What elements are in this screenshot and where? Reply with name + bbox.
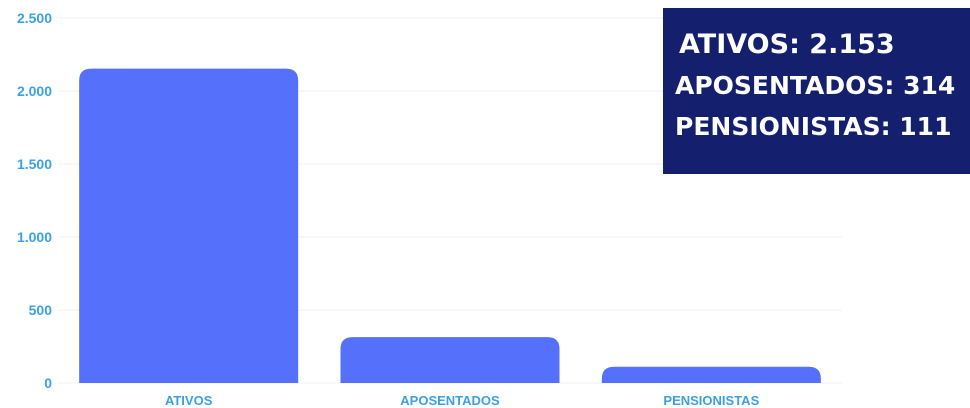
x-axis-ticks: ATIVOS APOSENTADOS PENSIONISTAS xyxy=(165,393,760,408)
x-tick-label: PENSIONISTAS xyxy=(663,393,759,408)
x-tick-label: ATIVOS xyxy=(165,393,213,408)
bars xyxy=(79,68,821,384)
y-tick-label: 2.500 xyxy=(17,10,52,26)
summary-ativos: ATIVOS: 2.153 xyxy=(679,29,895,60)
bar-ativos xyxy=(79,68,299,384)
y-tick-label: 500 xyxy=(29,302,53,318)
y-tick-label: 0 xyxy=(44,375,52,391)
y-tick-label: 1.500 xyxy=(17,156,52,172)
y-tick-label: 2.000 xyxy=(17,83,52,99)
x-tick-label: APOSENTADOS xyxy=(400,393,500,408)
bar-pensionistas xyxy=(601,366,821,383)
bar-aposentados xyxy=(340,337,560,383)
y-tick-label: 1.000 xyxy=(17,229,52,245)
y-axis-ticks: 0 500 1.000 1.500 2.000 2.500 xyxy=(17,10,52,391)
summary-box: ATIVOS: 2.153 APOSENTADOS: 314 PENSIONIS… xyxy=(663,8,970,174)
summary-aposentados: APOSENTADOS: 314 xyxy=(675,71,956,100)
summary-pensionistas: PENSIONISTAS: 111 xyxy=(675,112,952,141)
